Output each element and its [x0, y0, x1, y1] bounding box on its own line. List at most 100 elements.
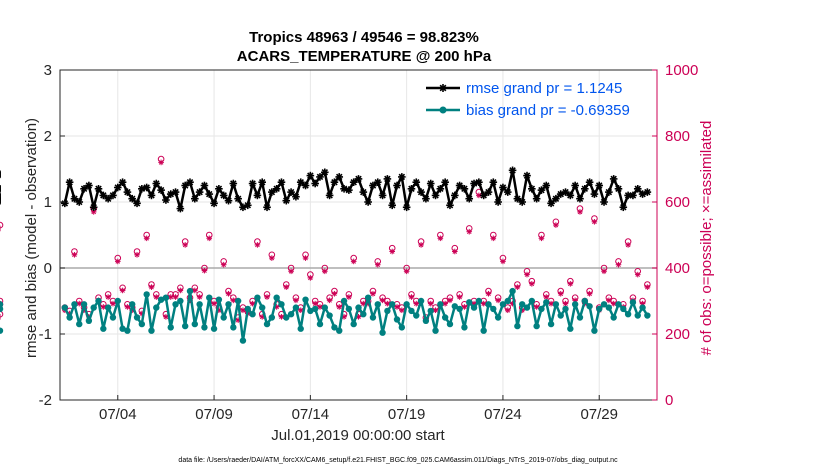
obs-assimilated-point — [586, 290, 593, 297]
rmse-point — [585, 178, 594, 186]
bias-point — [514, 322, 521, 330]
bias-point — [485, 301, 492, 308]
rmse-point — [450, 191, 459, 200]
bias-point — [201, 324, 208, 331]
bias-point — [504, 297, 511, 305]
obs-assimilated-point — [196, 294, 203, 300]
obs-assimilated-point — [557, 290, 564, 297]
rmse-point — [455, 181, 464, 190]
bias-point — [600, 301, 608, 308]
bias-point — [528, 297, 536, 305]
obs-assimilated-point — [182, 242, 188, 248]
rmse-point — [518, 198, 526, 206]
obs-assimilated-point — [543, 294, 550, 300]
rmse-point — [605, 188, 613, 196]
rmse-point — [224, 196, 233, 205]
rmse-point — [600, 198, 608, 206]
rmse-point — [330, 178, 339, 186]
rmse-point — [484, 188, 493, 196]
obs-assimilated-point — [615, 261, 622, 268]
bias-point — [66, 314, 73, 321]
rmse-point — [465, 194, 474, 203]
rmse-point — [186, 178, 194, 186]
bias-point — [254, 294, 261, 301]
rmse-point — [282, 196, 291, 205]
y-right-tick-label: 200 — [665, 326, 690, 343]
rmse-point — [402, 203, 411, 212]
bias-point — [461, 324, 468, 331]
rmse-point — [253, 191, 262, 200]
bias-point — [162, 294, 170, 301]
rmse-point — [388, 201, 397, 210]
y-tick-label: 1 — [44, 194, 52, 211]
rmse-point — [523, 171, 531, 180]
obs-assimilated-point — [427, 300, 434, 307]
obs-assimilated-point — [394, 304, 400, 310]
bias-point — [620, 305, 627, 313]
rmse-point — [277, 178, 286, 186]
rmse-point — [566, 191, 575, 200]
obs-assimilated-point — [451, 248, 458, 255]
obs-assimilated-point — [297, 307, 304, 314]
bias-point — [591, 327, 598, 334]
bias-point — [384, 307, 391, 315]
rmse-point — [335, 173, 344, 181]
obs-possible-point — [0, 297, 4, 305]
rmse-point — [508, 166, 517, 175]
bias-point — [316, 320, 324, 328]
obs-assimilated-point — [504, 307, 511, 314]
rmse-point — [503, 188, 512, 196]
obs-assimilated-point — [533, 304, 540, 310]
bias-point — [273, 294, 280, 301]
rmse-point — [345, 186, 353, 194]
bias-point — [220, 314, 227, 321]
obs-assimilated-point — [269, 255, 275, 261]
rmse-point — [147, 191, 156, 200]
bias-point — [0, 305, 4, 313]
obs-assimilated-point — [105, 294, 111, 300]
obs-assimilated-point — [346, 294, 352, 300]
bias-point — [292, 304, 300, 311]
obs-assimilated-point — [177, 287, 184, 294]
obs-assimilated-point — [466, 228, 473, 235]
bias-point — [283, 314, 290, 321]
rmse-point — [590, 190, 599, 198]
rmse-point — [181, 181, 189, 190]
bias-point — [186, 287, 194, 295]
bias-point — [345, 305, 353, 313]
bias-point — [494, 314, 502, 321]
bias-point — [596, 305, 603, 313]
chart-subtitle: ACARS_TEMPERATURE @ 200 hPa — [237, 48, 492, 65]
obs-assimilated-point — [601, 268, 607, 275]
bias-point — [470, 304, 478, 311]
rmse-point — [398, 173, 406, 181]
bias-series — [0, 287, 651, 344]
bias-point — [509, 287, 516, 295]
bias-point — [278, 301, 285, 308]
rmse-point — [528, 185, 536, 193]
obs-assimilated-point — [384, 300, 391, 307]
obs-assimilated-point — [644, 284, 651, 290]
bias-point — [268, 314, 276, 321]
obs-assimilated-point — [312, 300, 318, 307]
y-right-tick-label: 600 — [665, 194, 690, 211]
bias-point — [138, 320, 146, 328]
bias-point — [490, 305, 497, 313]
bias-point — [624, 311, 632, 318]
rmse-point — [624, 191, 632, 200]
obs-assimilated-point — [485, 290, 492, 297]
obs-assimilated-point — [408, 294, 415, 300]
obs-assimilated-point — [192, 287, 198, 294]
bias-point — [441, 314, 449, 321]
bias-point — [287, 311, 295, 318]
rmse-point — [306, 171, 315, 180]
obs-assimilated-point — [71, 252, 78, 258]
bias-point — [427, 307, 434, 315]
bias-point — [547, 320, 555, 328]
rmse-point — [580, 185, 589, 193]
rmse-point — [272, 185, 281, 193]
obs-assimilated-point — [389, 248, 396, 255]
obs-assimilated-point — [553, 222, 559, 228]
obs-assimilated-point — [538, 235, 545, 242]
